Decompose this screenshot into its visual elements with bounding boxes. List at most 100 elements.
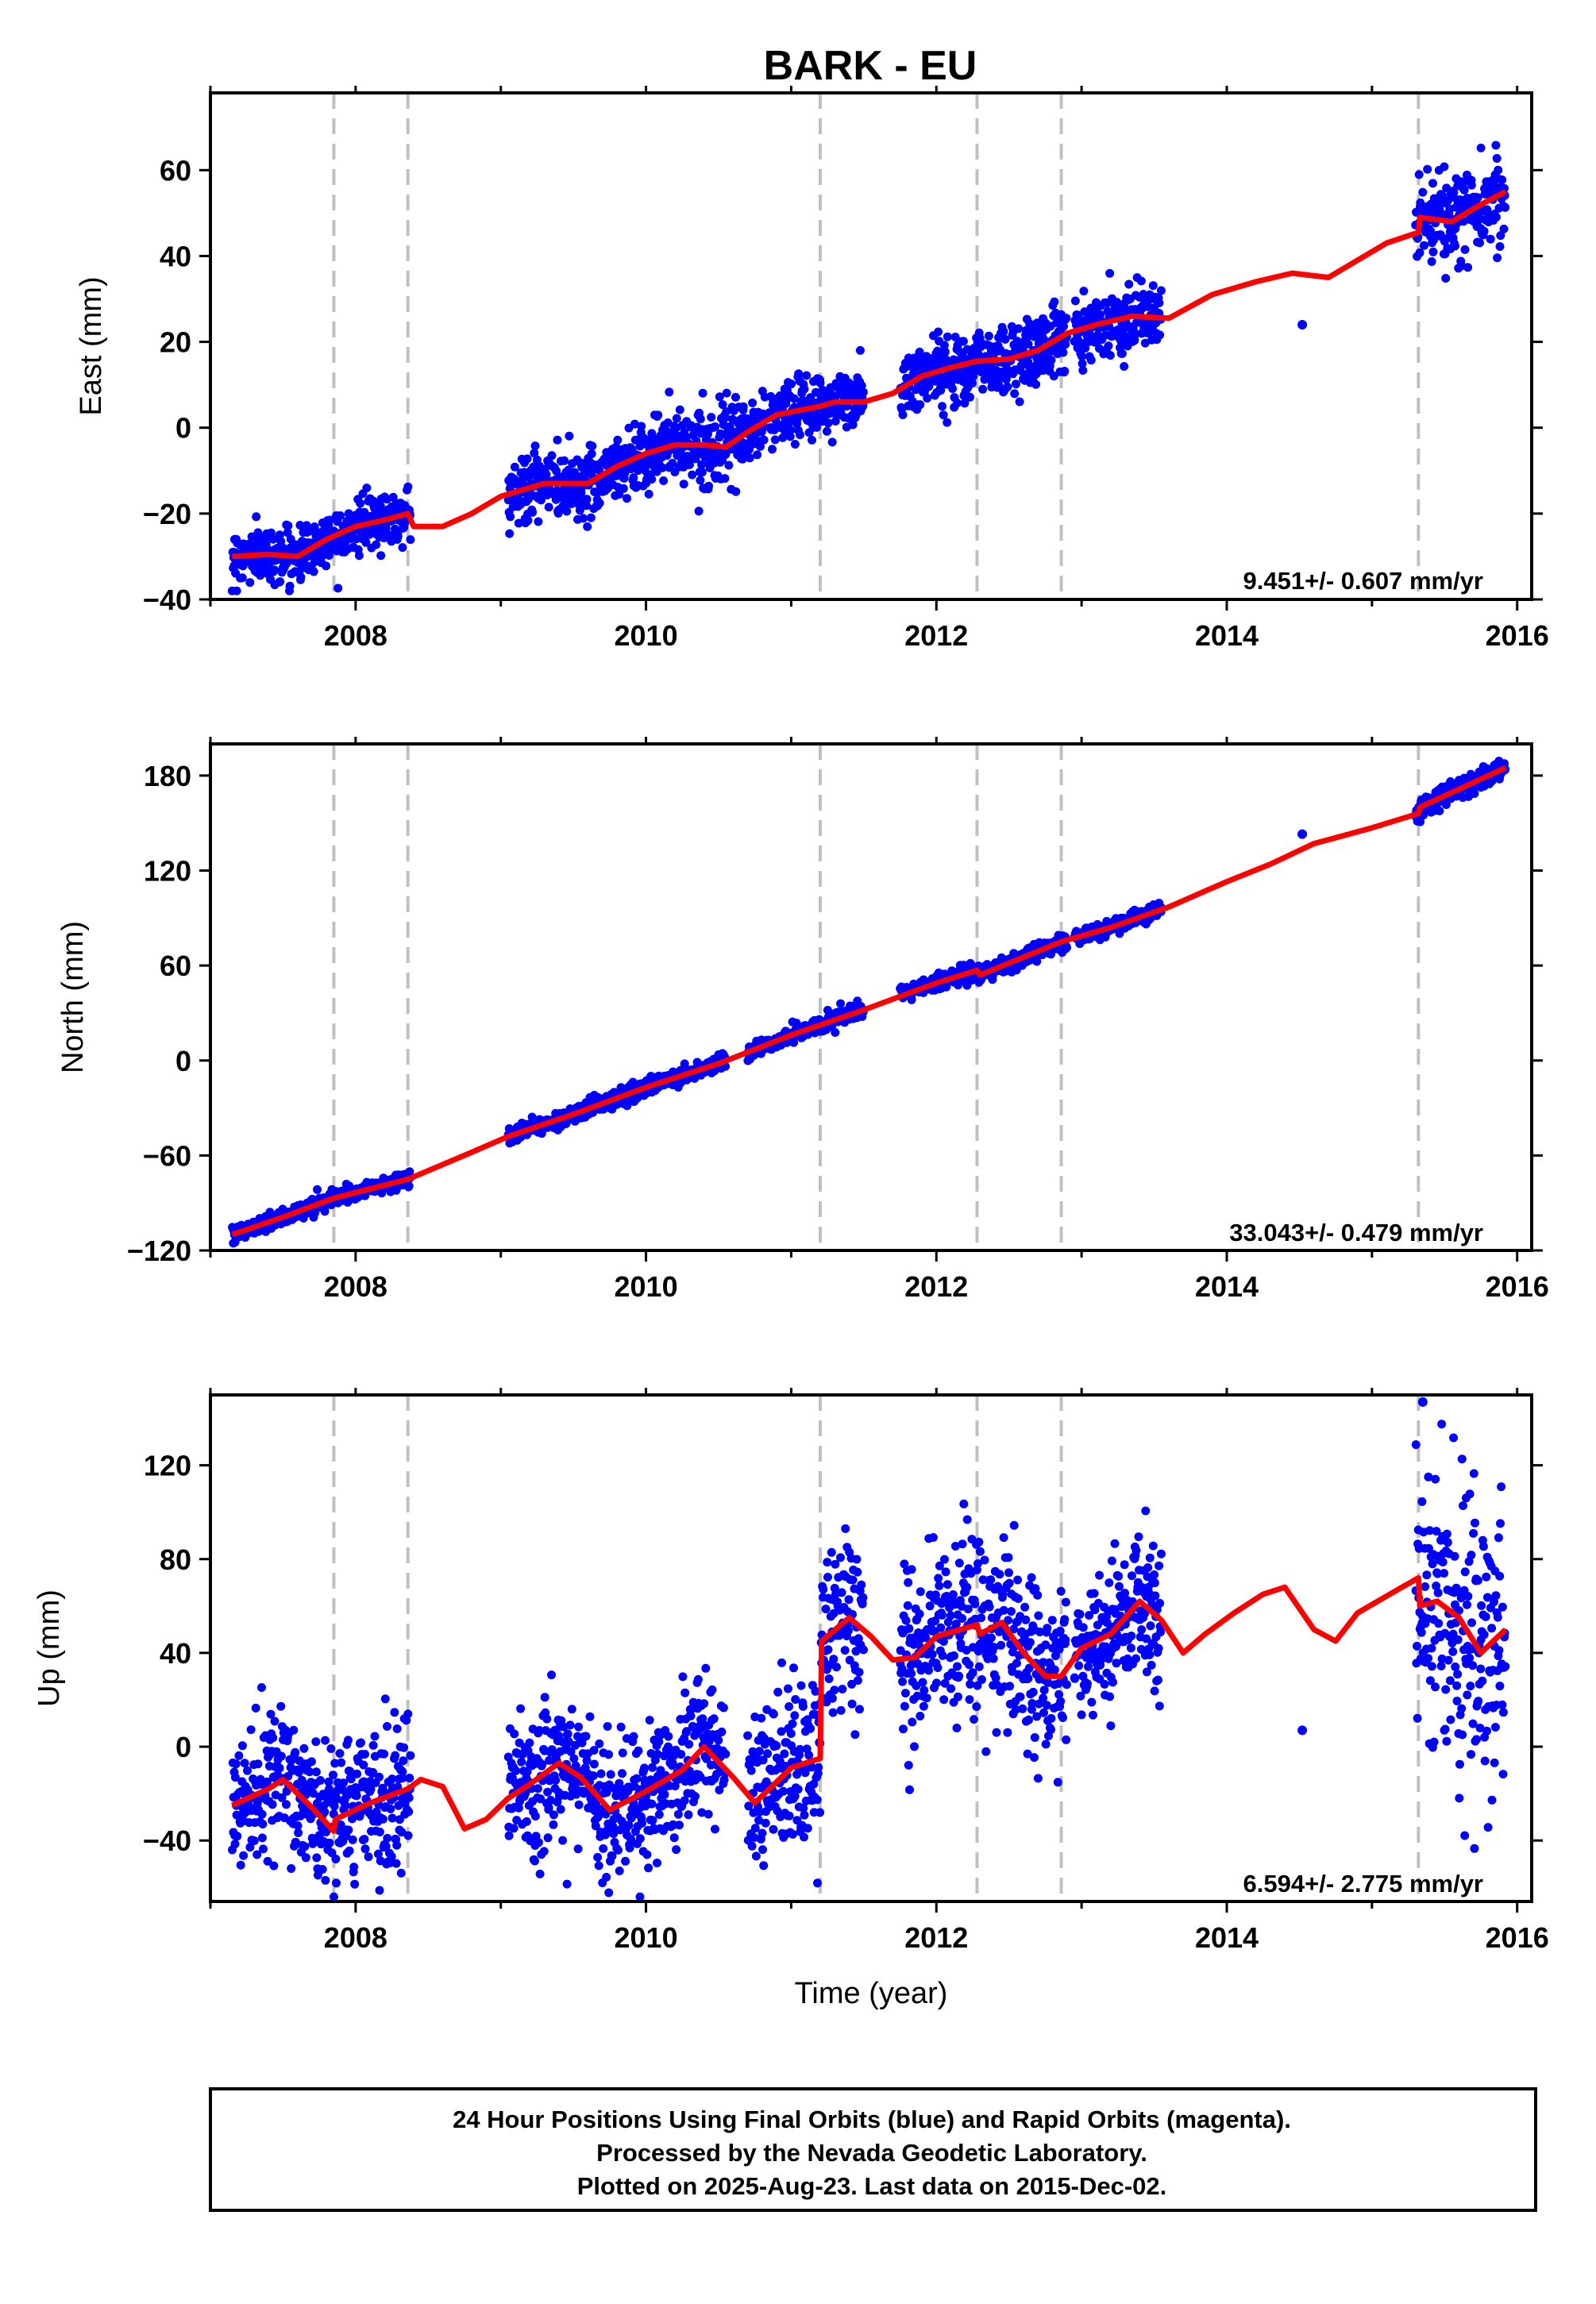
- up-data-point: [399, 1756, 408, 1766]
- east-data-point: [647, 475, 657, 484]
- up-data-point: [668, 1759, 677, 1768]
- up-data-point: [405, 1774, 414, 1782]
- up-data-point: [517, 1757, 526, 1767]
- east-data-point: [560, 456, 569, 465]
- east-data-point: [831, 417, 840, 426]
- east-x-tick-label: 2008: [324, 619, 387, 652]
- up-data-point: [399, 1743, 409, 1752]
- east-data-point: [237, 573, 247, 583]
- east-data-point: [715, 392, 724, 402]
- north-y-tick-label: 180: [144, 760, 191, 792]
- up-data-point: [746, 1766, 756, 1775]
- up-data-point: [329, 1770, 337, 1780]
- up-data-point: [604, 1888, 614, 1898]
- east-data-point: [325, 551, 333, 560]
- up-data-point: [567, 1705, 576, 1714]
- up-data-point: [642, 1850, 652, 1859]
- east-data-point: [582, 501, 592, 511]
- east-data-point: [800, 384, 809, 394]
- north-x-tick-label: 2016: [1486, 1270, 1549, 1303]
- up-data-point: [386, 1804, 395, 1813]
- east-data-point: [406, 535, 415, 545]
- up-data-point: [691, 1792, 700, 1801]
- east-data-point: [718, 400, 727, 410]
- east-data-point: [1015, 397, 1024, 406]
- up-data-point: [604, 1750, 613, 1759]
- up-data-point: [625, 1844, 634, 1853]
- east-data-point: [544, 503, 553, 512]
- north-model-line: [231, 765, 1507, 1238]
- up-data-point: [403, 1709, 413, 1719]
- east-data-point: [1451, 241, 1459, 251]
- east-data-point: [704, 481, 713, 491]
- north-data-point: [313, 1185, 322, 1194]
- east-data-point: [858, 387, 868, 397]
- east-data-point: [1012, 380, 1020, 389]
- up-data-point: [391, 1751, 400, 1760]
- east-data-point: [924, 382, 934, 391]
- east-data-point: [268, 534, 278, 544]
- east-data-point: [938, 402, 947, 411]
- up-data-point: [231, 1759, 241, 1769]
- up-data-point: [321, 1736, 330, 1745]
- up-data-point: [684, 1810, 693, 1820]
- up-data-point: [294, 1828, 303, 1837]
- up-data-point: [758, 1828, 767, 1838]
- east-data-point: [738, 402, 748, 411]
- up-data-point: [516, 1704, 526, 1713]
- up-data-point: [258, 1820, 268, 1828]
- up-data-point: [332, 1878, 341, 1888]
- up-data-points: [228, 1397, 1510, 1901]
- east-data-point: [696, 476, 705, 485]
- east-y-tick-label: 60: [160, 154, 191, 187]
- east-data-point: [679, 480, 688, 489]
- east-y-tick-label: −20: [143, 498, 191, 530]
- east-data-point: [623, 494, 631, 503]
- north-data-point: [404, 1181, 414, 1191]
- up-data-point: [547, 1670, 556, 1680]
- east-data-point: [1156, 286, 1166, 295]
- north-x-tick-label: 2012: [904, 1270, 968, 1303]
- east-data-point: [657, 463, 667, 472]
- east-data-point: [1070, 296, 1080, 306]
- east-data-point: [827, 437, 837, 447]
- up-data-point: [707, 1685, 717, 1694]
- east-rate-label: 9.451+/- 0.607 mm/yr: [1243, 567, 1483, 595]
- east-data-point: [1079, 287, 1089, 296]
- up-data-point: [360, 1844, 370, 1854]
- east-data-point: [823, 418, 833, 428]
- east-data-point: [398, 543, 407, 553]
- east-data-point: [898, 410, 908, 419]
- east-data-point: [958, 337, 968, 346]
- up-data-point: [660, 1790, 669, 1799]
- up-data-point: [595, 1739, 604, 1748]
- east-data-point: [1423, 164, 1432, 174]
- up-data-point: [751, 1851, 761, 1861]
- up-data-point: [615, 1867, 624, 1875]
- up-data-point: [543, 1833, 553, 1843]
- up-data-point: [504, 1831, 514, 1840]
- up-data-point: [350, 1879, 360, 1889]
- east-data-point: [698, 468, 707, 477]
- east-data-point: [668, 459, 677, 468]
- up-data-point: [390, 1708, 399, 1717]
- up-data-point: [291, 1747, 300, 1757]
- east-data-point: [575, 506, 584, 515]
- east-data-point: [789, 394, 799, 403]
- up-data-point: [653, 1859, 661, 1867]
- up-data-point: [392, 1840, 402, 1850]
- up-data-point: [230, 1840, 240, 1849]
- east-data-point: [613, 435, 623, 445]
- east-model-line: [232, 189, 1507, 560]
- up-data-point: [638, 1818, 646, 1828]
- up-data-point: [306, 1757, 316, 1767]
- east-data-point: [715, 429, 725, 438]
- east-data-point: [1475, 238, 1484, 248]
- east-y-tick-label: 40: [160, 240, 191, 272]
- up-data-point: [618, 1769, 626, 1778]
- up-data-point: [761, 1818, 770, 1828]
- east-data-point: [276, 577, 285, 587]
- east-data-point: [1136, 276, 1146, 286]
- east-data-point: [1010, 389, 1020, 399]
- east-data-point: [270, 565, 279, 575]
